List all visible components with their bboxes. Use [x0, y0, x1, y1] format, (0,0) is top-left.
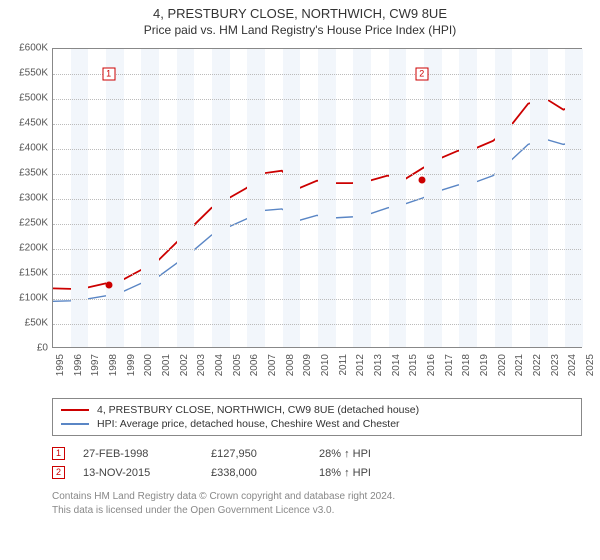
year-band: [265, 49, 283, 347]
year-band: [336, 49, 354, 347]
y-tick-label: £0: [8, 343, 48, 354]
legend-label: 4, PRESTBURY CLOSE, NORTHWICH, CW9 8UE (…: [97, 404, 419, 416]
x-tick-label: 2025: [585, 354, 600, 376]
data-point-row: 1 27-FEB-1998 £127,950 28% ↑ HPI: [52, 444, 582, 463]
plot-area: 12: [52, 48, 582, 348]
gridline: [53, 124, 581, 125]
y-tick-label: £550K: [8, 68, 48, 79]
chart-area: 12 1995199619971998199920002001200220032…: [8, 44, 592, 392]
marker-dot: [418, 177, 425, 184]
sale-price: £127,950: [211, 448, 301, 460]
gridline: [53, 74, 581, 75]
year-band: [442, 49, 460, 347]
y-tick-label: £400K: [8, 143, 48, 154]
data-point-row: 2 13-NOV-2015 £338,000 18% ↑ HPI: [52, 463, 582, 482]
year-band: [212, 49, 230, 347]
year-band: [389, 49, 407, 347]
y-tick-label: £150K: [8, 268, 48, 279]
year-band: [495, 49, 513, 347]
legend-label: HPI: Average price, detached house, Ches…: [97, 418, 400, 430]
y-tick-label: £250K: [8, 218, 48, 229]
year-band: [124, 49, 142, 347]
y-tick-label: £500K: [8, 93, 48, 104]
legend-row: HPI: Average price, detached house, Ches…: [61, 417, 573, 431]
year-band: [53, 49, 71, 347]
gridline: [53, 274, 581, 275]
year-band: [424, 49, 442, 347]
sale-date: 13-NOV-2015: [83, 467, 193, 479]
year-band: [300, 49, 318, 347]
year-band: [565, 49, 583, 347]
year-band: [548, 49, 566, 347]
gridline: [53, 224, 581, 225]
year-band: [177, 49, 195, 347]
year-band: [318, 49, 336, 347]
gridline: [53, 149, 581, 150]
legend-swatch: [61, 423, 89, 425]
year-band: [406, 49, 424, 347]
year-band: [477, 49, 495, 347]
y-tick-label: £50K: [8, 318, 48, 329]
year-band: [371, 49, 389, 347]
attribution: Contains HM Land Registry data © Crown c…: [52, 490, 582, 517]
marker-inline: 1: [52, 447, 65, 460]
gridline: [53, 249, 581, 250]
legend-swatch: [61, 409, 89, 411]
gridline: [53, 324, 581, 325]
gridline: [53, 99, 581, 100]
year-band: [194, 49, 212, 347]
legend: 4, PRESTBURY CLOSE, NORTHWICH, CW9 8UE (…: [52, 398, 582, 436]
attribution-line: This data is licensed under the Open Gov…: [52, 504, 582, 518]
year-band: [353, 49, 371, 347]
sale-price: £338,000: [211, 467, 301, 479]
year-band: [512, 49, 530, 347]
year-band: [106, 49, 124, 347]
chart-footer: 4, PRESTBURY CLOSE, NORTHWICH, CW9 8UE (…: [52, 398, 582, 517]
legend-row: 4, PRESTBURY CLOSE, NORTHWICH, CW9 8UE (…: [61, 403, 573, 417]
attribution-line: Contains HM Land Registry data © Crown c…: [52, 490, 582, 504]
sale-date: 27-FEB-1998: [83, 448, 193, 460]
gridline: [53, 174, 581, 175]
y-tick-label: £300K: [8, 193, 48, 204]
data-point-rows: 1 27-FEB-1998 £127,950 28% ↑ HPI 2 13-NOV-201…: [52, 444, 582, 482]
year-band: [230, 49, 248, 347]
year-band: [141, 49, 159, 347]
marker-dot: [105, 282, 112, 289]
hpi-delta: 18% ↑ HPI: [319, 467, 371, 479]
marker-label: 1: [102, 68, 115, 81]
gridline: [53, 299, 581, 300]
year-band: [283, 49, 301, 347]
marker-label: 2: [415, 68, 428, 81]
y-tick-label: £350K: [8, 168, 48, 179]
chart-title: 4, PRESTBURY CLOSE, NORTHWICH, CW9 8UE: [0, 6, 600, 21]
y-tick-label: £450K: [8, 118, 48, 129]
marker-inline: 2: [52, 466, 65, 479]
y-tick-label: £100K: [8, 293, 48, 304]
gridline: [53, 199, 581, 200]
chart-subtitle: Price paid vs. HM Land Registry's House …: [0, 23, 600, 37]
year-band: [88, 49, 106, 347]
year-band: [530, 49, 548, 347]
year-band: [459, 49, 477, 347]
hpi-delta: 28% ↑ HPI: [319, 448, 371, 460]
year-band: [159, 49, 177, 347]
year-band: [71, 49, 89, 347]
y-tick-label: £600K: [8, 43, 48, 54]
chart-header: 4, PRESTBURY CLOSE, NORTHWICH, CW9 8UE P…: [0, 0, 600, 39]
year-band: [247, 49, 265, 347]
y-tick-label: £200K: [8, 243, 48, 254]
